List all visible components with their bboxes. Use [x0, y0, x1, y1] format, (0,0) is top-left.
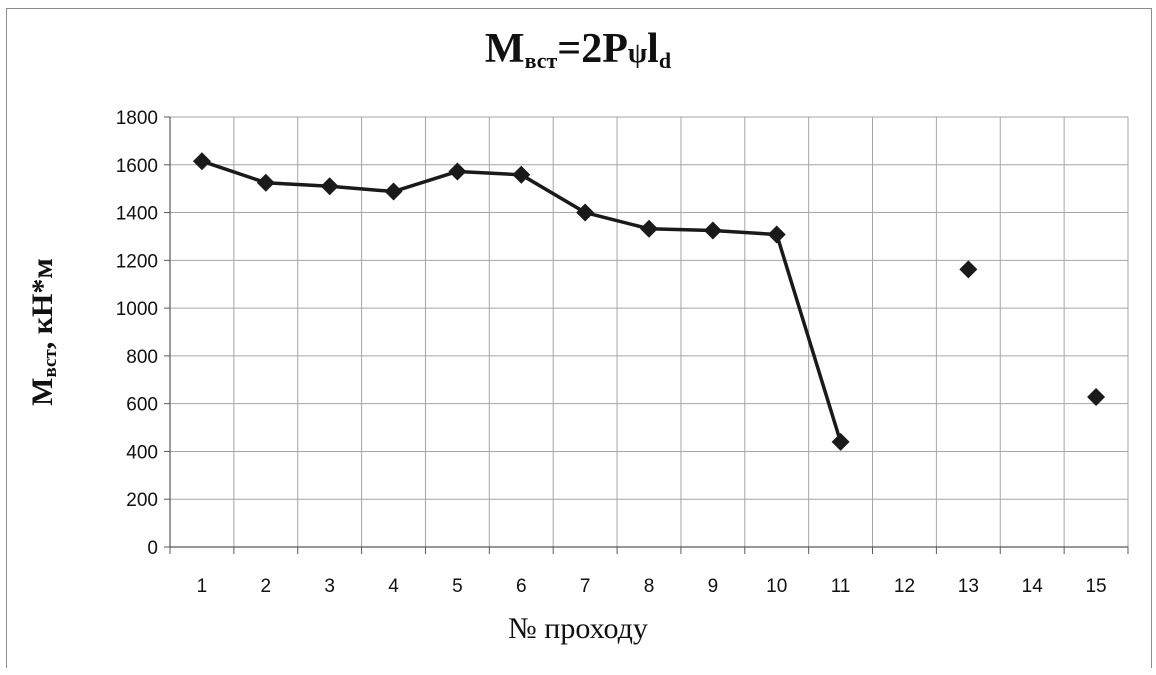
x-tick-label: 13: [958, 576, 979, 597]
y-tick-label: 1400: [116, 204, 158, 225]
x-tick-label: 10: [766, 576, 787, 597]
y-tick-label: 400: [126, 442, 158, 463]
x-tick-label: 9: [708, 576, 719, 597]
data-point-marker: [831, 432, 850, 451]
data-point-marker: [320, 177, 339, 196]
y-tick-label: 1000: [116, 299, 158, 320]
x-tick-label: 8: [644, 576, 655, 597]
data-point-marker: [703, 221, 722, 240]
y-tick-label: 1200: [116, 251, 158, 272]
y-tick-label: 200: [126, 490, 158, 511]
data-point-marker: [1087, 387, 1106, 406]
data-point-marker: [512, 165, 531, 184]
y-tick-label: 1600: [116, 156, 158, 177]
x-tick-label: 7: [580, 576, 591, 597]
data-point-marker: [959, 260, 978, 279]
y-tick-label: 800: [126, 347, 158, 368]
data-point-marker: [384, 182, 403, 201]
x-tick-label: 12: [894, 576, 915, 597]
x-tick-label: 1: [197, 576, 208, 597]
x-tick-label: 2: [261, 576, 272, 597]
y-tick-label: 600: [126, 395, 158, 416]
chart-frame: [6, 8, 1152, 668]
x-axis-label: № проходу: [508, 612, 648, 645]
y-tick-label: 1800: [116, 108, 158, 129]
data-point-marker: [576, 203, 595, 222]
data-point-marker: [192, 152, 211, 171]
chart-title: Mвст=2Pψld: [484, 26, 672, 73]
x-tick-label: 14: [1022, 576, 1044, 597]
x-tick-label: 3: [324, 576, 335, 597]
x-tick-label: 6: [516, 576, 527, 597]
data-point-marker: [448, 162, 467, 181]
data-point-marker: [640, 219, 658, 238]
x-tick-label: 4: [388, 576, 399, 597]
x-tick-label: 5: [452, 576, 463, 597]
data-point-marker: [256, 173, 275, 192]
x-tick-label: 15: [1085, 576, 1106, 597]
y-tick-label: 0: [147, 538, 158, 559]
x-tick-label: 11: [831, 576, 851, 597]
data-point-marker: [767, 225, 786, 244]
